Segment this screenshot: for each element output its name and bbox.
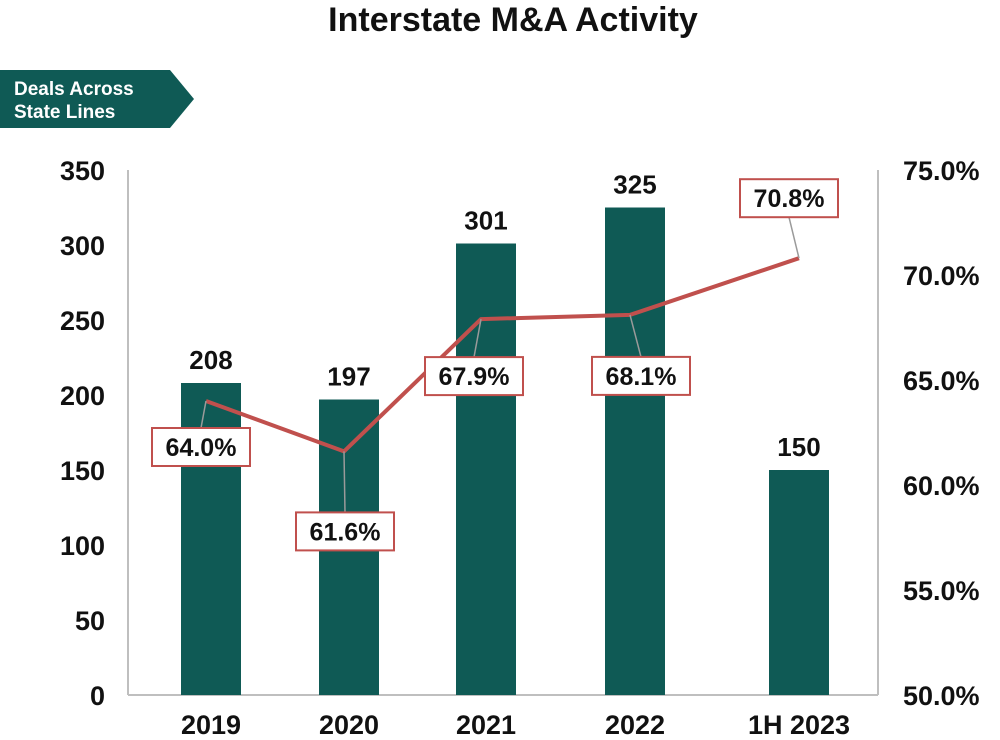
legend-badge-line-1: Deals Across: [14, 79, 134, 100]
y-axis-right-tick-label: 70.0%: [903, 261, 980, 291]
line-value-box: [295, 511, 395, 552]
y-axis-right-ticks: 50.0% 55.0% 60.0% 65.0% 70.0% 75.0%: [903, 156, 980, 711]
y-axis-left-tick-label: 200: [60, 381, 105, 411]
bar-value-label: 208: [189, 345, 232, 375]
bar: [605, 207, 665, 695]
y-axis-right-tick-label: 75.0%: [903, 156, 980, 186]
y-axis-left-tick-label: 150: [60, 456, 105, 486]
line-value-label: 61.6%: [310, 518, 381, 546]
y-axis-left-tick-label: 350: [60, 156, 105, 186]
x-axis-label: 2021: [456, 710, 516, 740]
line-value-label: 67.9%: [439, 363, 510, 391]
legend-badge-shape: [0, 70, 194, 128]
line-value-box: [151, 427, 251, 467]
y-axis-right-tick-label: 50.0%: [903, 681, 980, 711]
x-axis-label: 2022: [605, 710, 665, 740]
bar-value-labels: 208 197 301 325 150: [189, 170, 820, 463]
y-axis-right-tick-label: 55.0%: [903, 576, 980, 606]
line-value-label: 64.0%: [166, 434, 237, 462]
y-axis-left-tick-label: 0: [90, 681, 105, 711]
line-value-labels: 64.0% 61.6% 67.9% 68.1% 70.8%: [151, 178, 839, 552]
bar-value-label: 150: [777, 432, 820, 462]
bar-value-label: 197: [327, 362, 370, 392]
line-value-label: 70.8%: [754, 185, 825, 213]
y-axis-right-tick-label: 60.0%: [903, 471, 980, 501]
x-axis-label: 2019: [181, 710, 241, 740]
line-value-box: [424, 356, 524, 397]
leader-line: [200, 400, 207, 429]
y-axis-left-tick-label: 250: [60, 306, 105, 336]
chart-title: Interstate M&A Activity: [328, 1, 698, 39]
y-axis-left-ticks: 0 50 100 150 200 250 300 350: [60, 156, 105, 711]
bar: [769, 470, 829, 695]
line-value-label: 68.1%: [606, 363, 677, 391]
x-axis-labels: 2019 2020 2021 2022 1H 2023: [181, 710, 850, 740]
x-axis-label: 1H 2023: [748, 710, 850, 740]
leader-line: [629, 314, 642, 358]
leader-line: [343, 451, 346, 513]
legend-badge: Deals Across State Lines: [0, 70, 194, 128]
line-value-box: [739, 178, 839, 219]
x-axis-label: 2020: [319, 710, 379, 740]
bar: [456, 243, 516, 695]
bar-value-label: 325: [613, 170, 656, 200]
leader-line: [473, 318, 482, 358]
line-value-box: [591, 355, 691, 396]
y-axis-right-tick-label: 65.0%: [903, 366, 980, 396]
y-axis-left-tick-label: 300: [60, 231, 105, 261]
bar-value-label: 301: [464, 206, 507, 236]
leader-line: [788, 217, 800, 259]
y-axis-left-tick-label: 50: [75, 606, 105, 636]
y-axis-left-tick-label: 100: [60, 531, 105, 561]
legend-badge-line-2: State Lines: [14, 102, 115, 123]
